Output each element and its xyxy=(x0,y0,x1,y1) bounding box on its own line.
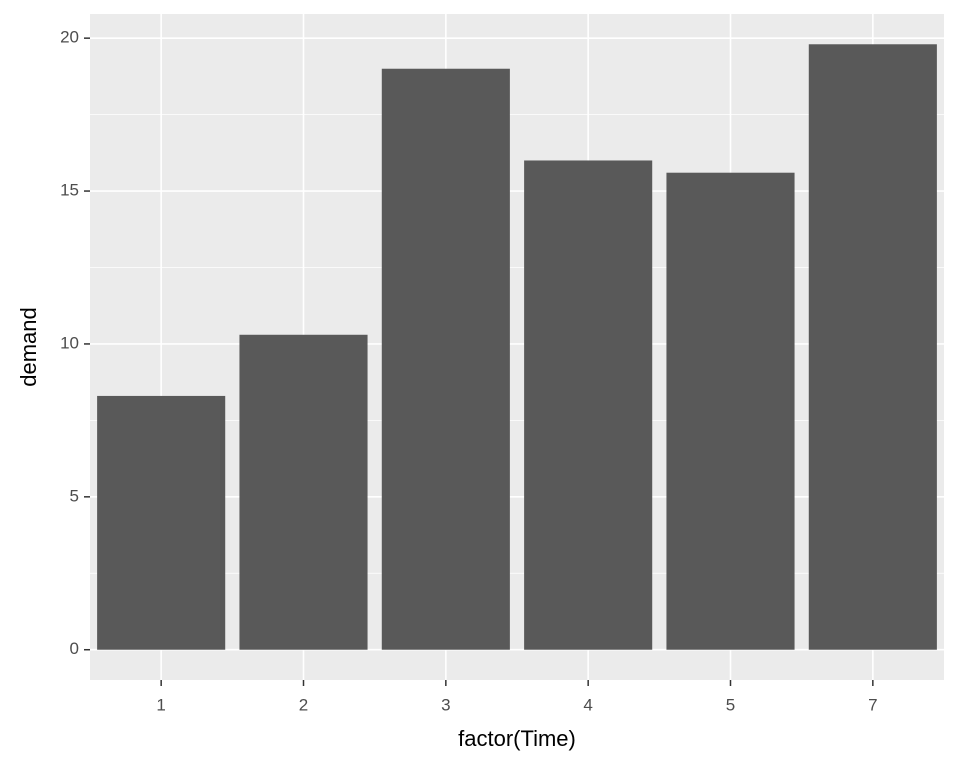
marks xyxy=(97,44,937,650)
y-tick-label: 5 xyxy=(70,486,79,505)
y-tick-label: 0 xyxy=(70,639,79,658)
x-tick-label: 4 xyxy=(583,695,592,714)
x-tick-label: 7 xyxy=(868,695,877,714)
x-axis-title: factor(Time) xyxy=(458,726,576,751)
x-tick-label: 1 xyxy=(156,695,165,714)
y-tick-label: 20 xyxy=(60,28,79,47)
bar xyxy=(97,395,226,650)
bar xyxy=(524,160,653,650)
y-tick-label: 15 xyxy=(60,181,79,200)
bar xyxy=(666,172,795,650)
x-tick-label: 2 xyxy=(299,695,308,714)
bar xyxy=(381,68,510,650)
y-tick-label: 10 xyxy=(60,333,79,352)
bar xyxy=(808,44,937,650)
y-axis-title: demand xyxy=(16,307,41,387)
panel-background xyxy=(90,14,944,680)
x-tick-label: 3 xyxy=(441,695,450,714)
x-tick-label: 5 xyxy=(726,695,735,714)
bar xyxy=(239,334,368,650)
